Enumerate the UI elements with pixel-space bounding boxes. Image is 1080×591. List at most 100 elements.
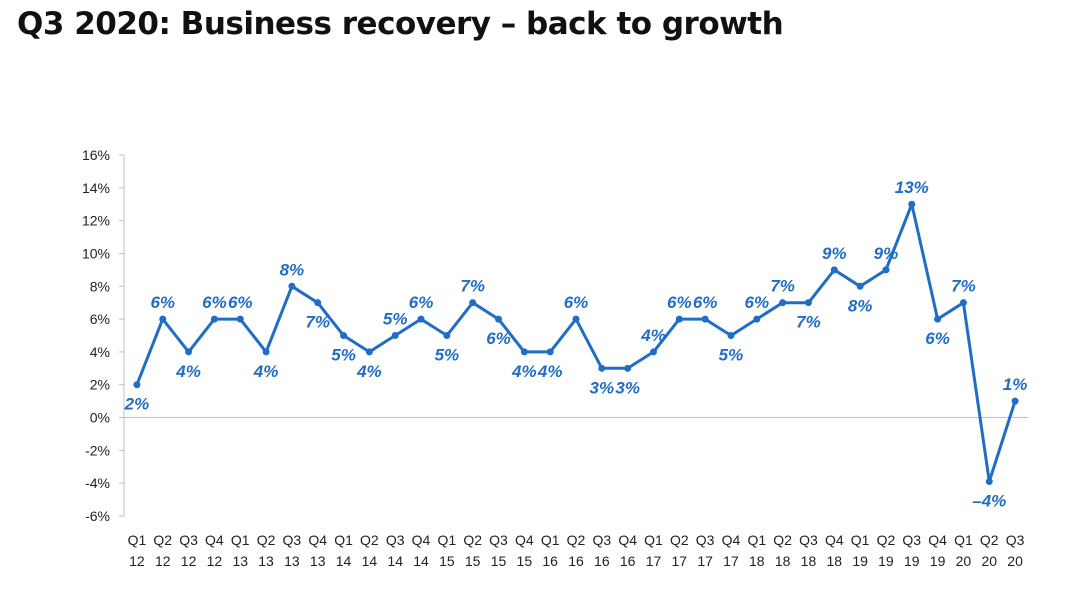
data-label: 7%: [460, 277, 485, 296]
x-tick-label: Q2 15: [463, 532, 482, 569]
data-point: [391, 332, 399, 339]
data-label: 7%: [305, 313, 330, 332]
x-tick-label: Q1 15: [438, 532, 457, 569]
y-tick-label: 2%: [90, 377, 110, 393]
x-tick-label: Q3 15: [489, 532, 508, 569]
x-tick-label: Q3 20: [1006, 532, 1025, 569]
data-label: 4%: [537, 362, 563, 381]
x-tick-label: Q1 16: [541, 532, 560, 569]
y-tick-label: 16%: [82, 147, 110, 163]
data-point: [520, 348, 528, 356]
y-tick-label: 6%: [90, 311, 110, 327]
data-point: [546, 348, 554, 356]
data-label: 4%: [356, 362, 382, 381]
y-tick-label: 14%: [82, 180, 110, 196]
chart-data-labels: 2%6%4%6% 6%4%8%7%5%4%5%6%5%7%6%4% 4%6%3% 3%…: [124, 178, 1028, 510]
chart-axes: [119, 154, 1028, 517]
data-label: 2%: [124, 395, 150, 414]
data-label: 1%: [1003, 375, 1028, 394]
x-tick-label: Q4 13: [308, 532, 327, 569]
data-point: [1011, 397, 1019, 405]
data-point: [985, 478, 993, 486]
data-point: [701, 315, 709, 323]
data-point: [365, 348, 373, 356]
data-point: [572, 315, 580, 323]
data-point: [314, 299, 322, 307]
x-tick-label: Q3 12: [179, 532, 198, 569]
data-label: 6%: [409, 293, 434, 312]
data-point: [779, 299, 787, 307]
x-tick-label: Q1 20: [954, 532, 973, 569]
x-tick-label: Q2 18: [773, 532, 792, 569]
x-tick-label: Q4 15: [515, 532, 534, 569]
y-axis-tick-labels: 16% 14% 12% 10% 8% 6% 4% 2% 0% -2% -4% -6%: [82, 147, 110, 524]
x-tick-label: Q2 20: [980, 532, 999, 569]
x-tick-label: Q3 16: [592, 532, 611, 569]
data-point: [159, 315, 167, 323]
y-tick-label: 8%: [90, 278, 110, 294]
data-point: [959, 299, 967, 307]
data-label: –4%: [972, 492, 1006, 511]
data-point: [185, 348, 193, 356]
data-label: 4%: [640, 326, 666, 345]
x-tick-label: Q2 13: [257, 532, 276, 569]
y-tick-label: -4%: [85, 475, 110, 491]
data-point: [443, 332, 451, 339]
x-tick-label: Q2 16: [567, 532, 586, 569]
data-point: [236, 315, 244, 323]
data-point: [675, 315, 683, 323]
data-label: 8%: [848, 296, 873, 315]
x-tick-label: Q4 16: [618, 532, 637, 569]
data-label: 4%: [511, 362, 537, 381]
x-tick-label: Q1 19: [851, 532, 870, 569]
x-tick-label: Q2 12: [153, 532, 172, 569]
x-tick-label: Q3 14: [386, 532, 405, 569]
x-tick-label: Q3 19: [902, 532, 921, 569]
data-label: 5%: [331, 346, 356, 365]
data-label: 6%: [925, 329, 950, 348]
data-label: 3%: [590, 378, 615, 397]
data-label: 7%: [796, 313, 821, 332]
data-label: 13%: [895, 178, 929, 197]
data-label: 7%: [770, 277, 795, 296]
data-point: [340, 332, 348, 339]
data-point: [210, 315, 218, 323]
x-tick-label: Q1 17: [644, 532, 663, 569]
y-tick-label: -2%: [85, 442, 110, 458]
y-tick-label: -6%: [85, 508, 110, 524]
data-point: [133, 381, 141, 389]
data-label: 5%: [435, 346, 460, 365]
data-label: 6%: [202, 293, 227, 312]
x-tick-label: Q1 13: [231, 532, 250, 569]
data-point: [495, 315, 503, 323]
chart-series: [133, 200, 1019, 486]
y-tick-label: 10%: [82, 245, 110, 261]
data-point: [598, 364, 606, 372]
data-point: [856, 282, 864, 290]
data-label: 8%: [280, 260, 305, 279]
x-axis-tick-labels: Q1 12 Q2 12 Q3 12 Q4 12 Q1 13 Q2 13 Q3 13 Q4 13 Q1 14 Q2 14…: [128, 532, 1025, 569]
x-tick-label: Q3 17: [696, 532, 715, 569]
data-label: 6%: [667, 293, 692, 312]
data-label: 6%: [745, 293, 770, 312]
x-tick-label: Q2 14: [360, 532, 379, 569]
data-point: [288, 282, 296, 290]
x-tick-label: Q2 19: [877, 532, 896, 569]
data-label: 6%: [564, 293, 589, 312]
data-point: [753, 315, 761, 323]
data-label: 6%: [693, 293, 718, 312]
page-title: Q3 2020: Business recovery – back to gro…: [17, 6, 784, 42]
x-tick-label: Q4 18: [825, 532, 844, 569]
data-label: 3%: [615, 378, 640, 397]
data-point: [804, 299, 812, 307]
data-point: [934, 315, 942, 323]
data-point: [469, 299, 477, 307]
x-tick-label: Q4 17: [722, 532, 741, 569]
data-point: [882, 266, 890, 274]
data-point: [727, 332, 735, 339]
x-tick-label: Q1 18: [747, 532, 766, 569]
data-label: 5%: [383, 310, 408, 329]
x-tick-label: Q4 14: [412, 532, 431, 569]
data-point: [830, 266, 838, 274]
